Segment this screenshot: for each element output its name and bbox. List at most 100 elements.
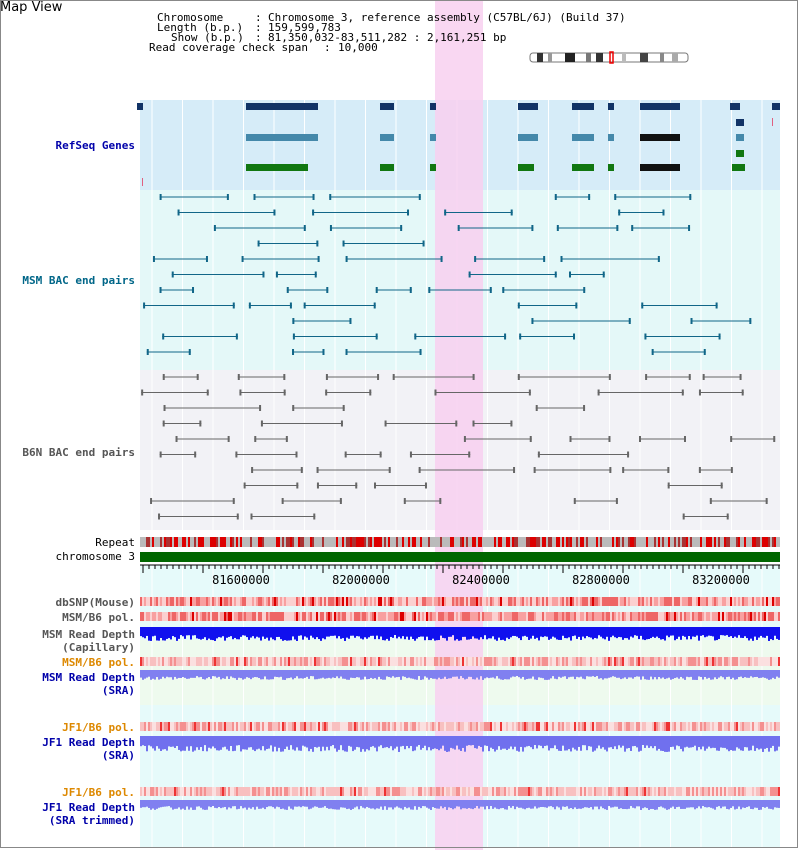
jf1-depth-trimmed-bar (200, 800, 202, 808)
msm-b6-pol-track-2-cell (504, 657, 506, 666)
jf1-depth-sra-bar (410, 736, 412, 747)
msm-depth-sra-bar (772, 670, 774, 678)
jf1-depth-sra-bar (166, 736, 168, 751)
jf1-depth-sra-bar (558, 736, 560, 751)
msm-b6-pol-track-2-cell (638, 657, 640, 666)
repeat-element (364, 537, 366, 547)
msm-b6-pol-track-1-cell (154, 612, 156, 621)
track-label-refseq[interactable]: RefSeq Genes (55, 139, 135, 152)
b6n-bac-pair-end (741, 389, 744, 396)
msm-b6-pol-track-1-cell (592, 612, 594, 621)
jf1-pol-track-1-cell (244, 722, 246, 731)
gene-feature (246, 103, 318, 110)
msm-b6-pol-track-2-cell (648, 657, 650, 666)
jf1-depth-trimmed-bar (366, 800, 368, 807)
dbsnp-track-cell (744, 597, 746, 606)
msm-depth-capillary-bar (778, 627, 780, 640)
jf1-depth-sra-bar (226, 736, 228, 750)
dbsnp-track-cell (512, 597, 514, 606)
msm-b6-pol-track-2-cell (266, 657, 268, 666)
repeat-element (544, 537, 546, 547)
msm-depth-sra-bar (644, 670, 646, 680)
jf1-pol-track-2-cell (668, 787, 670, 796)
gene-feature (380, 164, 394, 171)
msm-bac-pair-end (510, 209, 513, 216)
jf1-depth-trimmed-bar (214, 800, 216, 808)
jf1-depth-trimmed-bar (686, 800, 688, 808)
msm-b6-pol-track-2-cell (200, 657, 202, 666)
msm-depth-capillary-bar (166, 627, 168, 639)
msm-b6-pol-track-1-cell (516, 612, 518, 621)
jf1-pol-track-1-cell (474, 722, 476, 731)
msm-depth-sra-bar (716, 670, 718, 680)
track-label-msm-bac[interactable]: MSM BAC end pairs (22, 274, 135, 287)
jf1-pol-track-2-cell (244, 787, 246, 796)
jf1-pol-track-1-cell (292, 722, 294, 731)
dbsnp-track-cell (696, 597, 698, 606)
msm-depth-capillary-bar (304, 627, 306, 637)
jf1-pol-track-2-cell (740, 787, 742, 796)
jf1-depth-sra-bar (140, 736, 142, 747)
jf1-pol-track-2-cell (428, 787, 430, 796)
jf1-pol-track-1-cell (198, 722, 200, 731)
repeat-element (210, 537, 212, 547)
jf1-pol-track-1-cell (412, 722, 414, 731)
ideogram-body (529, 52, 689, 63)
repeat-element (402, 537, 404, 547)
msm-b6-pol-track-2-cell (352, 657, 354, 666)
msm-depth-capillary-bar (540, 627, 542, 637)
jf1-depth-trimmed-bar (422, 800, 424, 807)
dbsnp-track-cell (262, 597, 264, 606)
jf1-depth-sra-bar (592, 736, 594, 752)
jf1-pol-track-1-cell (596, 722, 598, 731)
msm-b6-pol-track-1-cell (604, 612, 606, 621)
msm-bac-pair-end (689, 194, 692, 200)
jf1-depth-trimmed-bar (652, 800, 654, 809)
msm-b6-pol-track-2-cell (672, 657, 674, 666)
jf1-pol-track-2-cell (616, 787, 618, 796)
msm-depth-capillary-bar (306, 627, 308, 638)
msm-depth-capillary-bar (666, 627, 668, 636)
jf1-depth-sra-bar (716, 736, 718, 751)
msm-depth-sra-bar (312, 670, 314, 677)
b6n-bac-pair-end (206, 389, 209, 396)
msm-b6-pol-track-1-cell (470, 612, 472, 621)
jf1-depth-trimmed-bar (702, 800, 704, 807)
jf1-depth-trimmed-bar (314, 800, 316, 807)
jf1-depth-sra-bar (266, 736, 268, 750)
track-label-b6n-bac[interactable]: B6N BAC end pairs (22, 446, 135, 459)
msm-b6-pol-track-2-cell (442, 657, 444, 666)
jf1-depth-trimmed-bar (400, 800, 402, 809)
msm-b6-pol-track-2-cell (302, 657, 304, 666)
msm-b6-pol-track-1-cell (274, 612, 276, 621)
msm-depth-sra-bar (352, 670, 354, 678)
dbsnp-track-cell (428, 597, 430, 606)
msm-b6-pol-track-1-cell (598, 612, 600, 621)
jf1-pol-track-2-cell (328, 787, 330, 796)
msm-depth-capillary-bar (354, 627, 356, 638)
jf1-depth-sra-bar (422, 736, 424, 748)
jf1-pol-track-1-cell (592, 722, 594, 731)
jf1-depth-sra-bar (734, 736, 736, 751)
dbsnp-track-cell (208, 597, 210, 606)
dbsnp-track-cell (476, 597, 478, 606)
dbsnp-track-cell (258, 597, 260, 606)
jf1-depth-trimmed-bar (498, 800, 500, 810)
b6n-bac-pair-end (597, 389, 600, 396)
dbsnp-track-cell (400, 597, 402, 606)
msm-depth-capillary-bar (352, 627, 354, 636)
msm-bac-pair-end (422, 240, 425, 247)
msm-b6-pol-track-2-cell (328, 657, 330, 666)
jf1-pol-track-2-cell (600, 787, 602, 796)
dbsnp-track-cell (154, 597, 156, 606)
repeat-element (362, 537, 364, 547)
jf1-depth-trimmed-bar (234, 800, 236, 807)
jf1-pol-track-2-cell (196, 787, 198, 796)
msm-depth-capillary-bar (746, 627, 748, 639)
msm-depth-capillary-bar (664, 627, 666, 641)
b6n-bac-pair-end (639, 436, 642, 442)
jf1-pol-track-1-cell (388, 722, 390, 731)
jf1-depth-sra-bar (486, 736, 488, 746)
jf1-depth-sra-bar (536, 736, 538, 749)
